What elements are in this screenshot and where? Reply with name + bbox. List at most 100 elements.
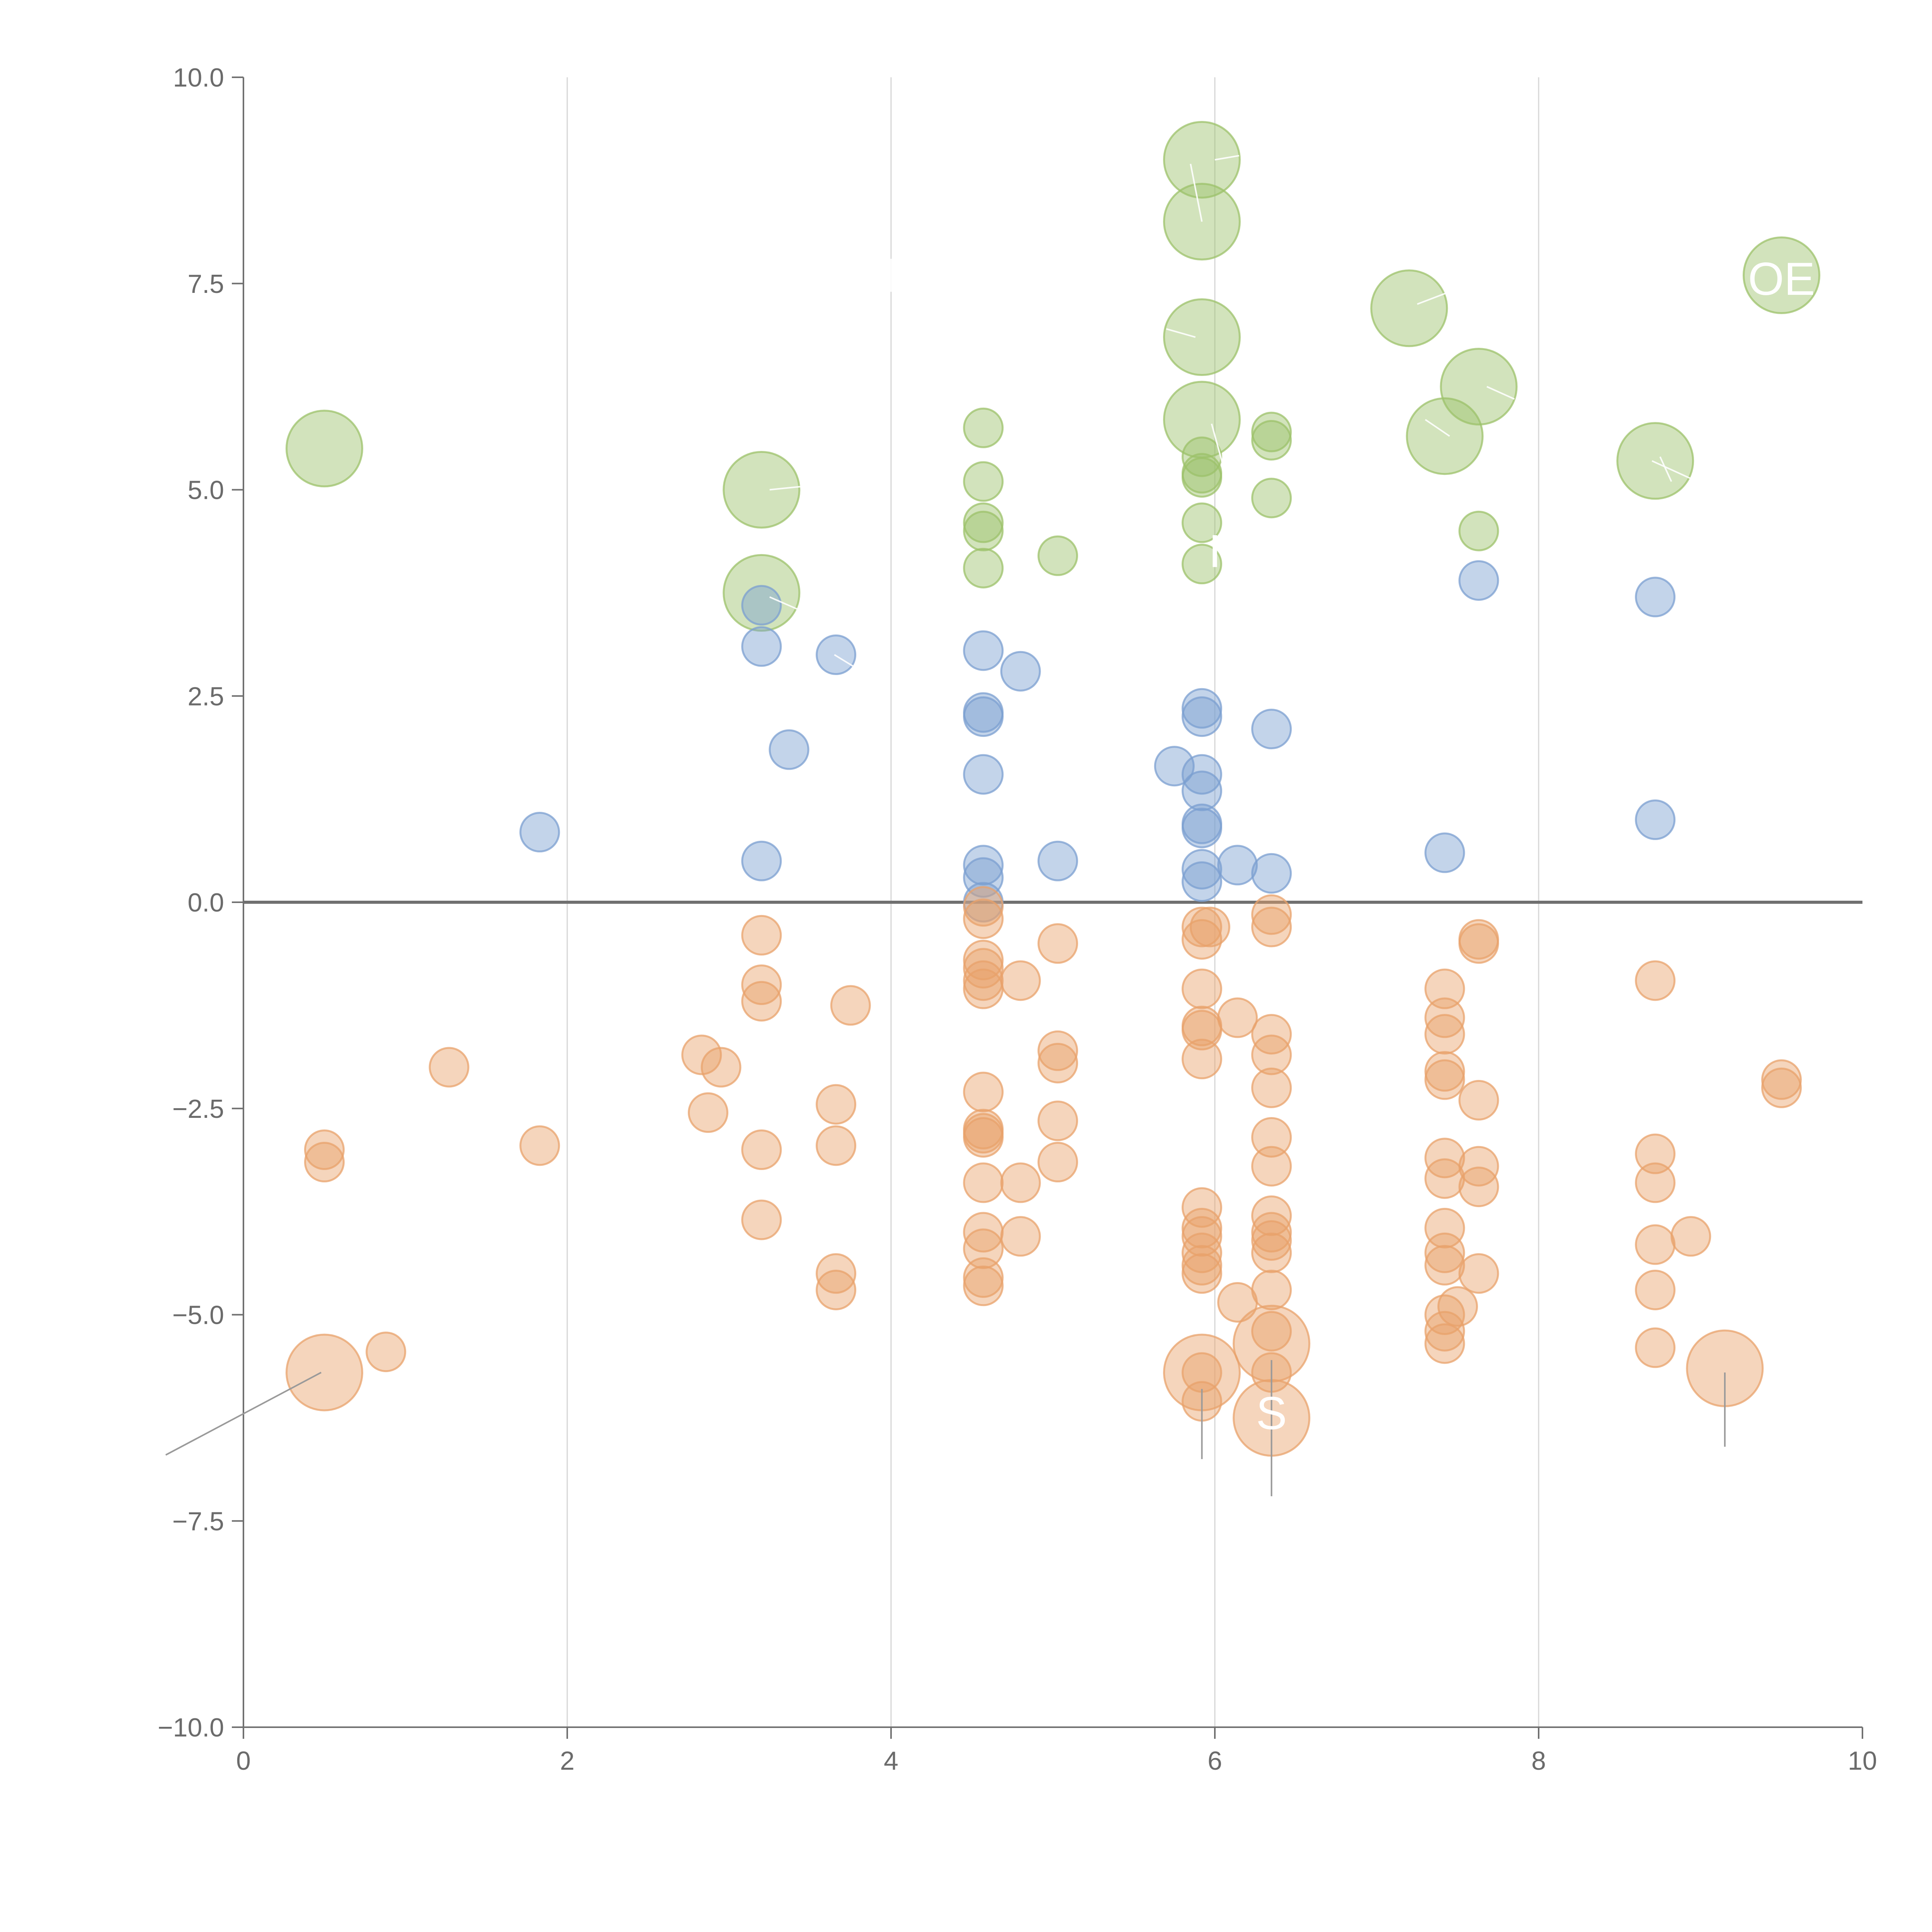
green-point — [1163, 298, 1241, 376]
orange-point — [816, 1084, 857, 1125]
orange-point — [1424, 1294, 1465, 1335]
orange-point — [1424, 1323, 1465, 1364]
annotation-leader — [165, 1372, 322, 1456]
blue-point — [963, 696, 1004, 737]
green-point — [1037, 535, 1078, 576]
annotation-leader — [769, 485, 810, 491]
orange-point — [963, 968, 1004, 1009]
annotation-leader — [1166, 328, 1196, 338]
orange-point — [1181, 1216, 1222, 1257]
y-tick-label: −10.0 — [158, 1713, 224, 1742]
annotation-leader — [1190, 163, 1203, 222]
y-tick-label: 7.5 — [187, 269, 224, 299]
orange-point — [1251, 1311, 1292, 1352]
annotation-leader — [1659, 456, 1672, 482]
orange-point — [1000, 1162, 1041, 1203]
orange-point — [741, 1199, 782, 1240]
green-point — [1370, 269, 1448, 347]
orange-point — [1635, 1162, 1676, 1203]
orange-point — [1189, 906, 1230, 947]
green-point — [286, 410, 363, 488]
orange-point — [1424, 968, 1465, 1009]
blue-point — [1181, 754, 1222, 795]
annotation-leader — [769, 596, 827, 622]
y-tick-label: 0.0 — [187, 888, 224, 917]
orange-point — [688, 1092, 729, 1133]
orange-point — [286, 1333, 363, 1412]
orange-point — [1635, 1269, 1676, 1310]
annotation-leader — [1417, 291, 1450, 305]
orange-point — [830, 985, 871, 1026]
orange-point — [963, 886, 1004, 927]
green-point — [963, 502, 1004, 543]
orange-point — [1424, 997, 1465, 1038]
orange-point — [1635, 1224, 1676, 1265]
orange-point — [1251, 1212, 1292, 1253]
orange-point — [1251, 1117, 1292, 1158]
orange-point — [1458, 1080, 1499, 1121]
green-point — [963, 548, 1004, 588]
annotation-leader — [1425, 419, 1450, 437]
orange-point — [1251, 1014, 1292, 1055]
orange-point — [1251, 1232, 1292, 1273]
orange-point — [741, 981, 782, 1022]
green-point — [1181, 457, 1222, 498]
orange-point — [1181, 1253, 1222, 1294]
annotations: OE A S I — [165, 155, 1815, 1497]
orange-point — [1458, 923, 1499, 964]
orange-point — [1037, 1043, 1078, 1083]
orange-point — [963, 1257, 1004, 1298]
blue-point — [1251, 709, 1292, 750]
orange-point — [1424, 1245, 1465, 1286]
green-point — [1251, 420, 1292, 461]
x-tick-label: 8 — [1531, 1746, 1546, 1776]
annotation-leader — [834, 654, 876, 680]
orange-point — [816, 1269, 857, 1310]
green-point — [1163, 121, 1241, 199]
orange-point — [1037, 923, 1078, 964]
x-tick-label: 2 — [560, 1746, 575, 1776]
orange-point — [963, 939, 1004, 980]
orange-point — [366, 1332, 406, 1372]
green-point — [1406, 397, 1484, 475]
orange-point — [1251, 906, 1292, 947]
y-tick-label: −5.0 — [172, 1301, 224, 1330]
orange-point — [963, 1228, 1004, 1269]
green-point — [1181, 544, 1222, 585]
orange-point — [1217, 997, 1258, 1038]
blue-point — [1037, 840, 1078, 881]
orange-point — [1635, 1327, 1676, 1368]
green-point — [1251, 478, 1292, 519]
orange-point — [963, 898, 1004, 939]
orange-point — [1424, 1014, 1465, 1055]
annotation-label: A — [827, 678, 858, 730]
blue-point — [1458, 560, 1499, 601]
annotation-label: S — [1256, 1388, 1287, 1439]
orange-point — [741, 915, 782, 956]
orange-point — [1251, 1195, 1292, 1236]
annotation-leader — [1214, 155, 1240, 161]
orange-point — [816, 1253, 857, 1294]
blue-point — [741, 840, 782, 881]
orange-point — [1251, 1067, 1292, 1108]
orange-point — [741, 1129, 782, 1170]
orange-point — [963, 1117, 1004, 1158]
y-tick-label: 5.0 — [187, 476, 224, 505]
orange-point — [1000, 1216, 1041, 1257]
orange-point — [963, 948, 1004, 989]
blue-point — [1217, 845, 1258, 886]
annotation-leader — [1651, 460, 1698, 482]
blue-point — [1251, 853, 1292, 894]
axes: 0 2 4 6 8 10 −10.0 −7.5 −5.0 −2.5 0.0 2.5 5.0 7.5 10.0 — [158, 63, 1877, 1776]
orange-point — [1251, 1034, 1292, 1075]
blue-point — [963, 630, 1004, 671]
green-point — [1743, 236, 1820, 314]
orange-point — [1181, 1245, 1222, 1286]
blue-point — [1000, 651, 1041, 692]
orange-point — [304, 1142, 345, 1183]
orange-point — [701, 1047, 742, 1088]
orange-point — [1181, 1208, 1222, 1248]
blue-point — [1635, 799, 1676, 840]
green-point — [1616, 422, 1694, 500]
